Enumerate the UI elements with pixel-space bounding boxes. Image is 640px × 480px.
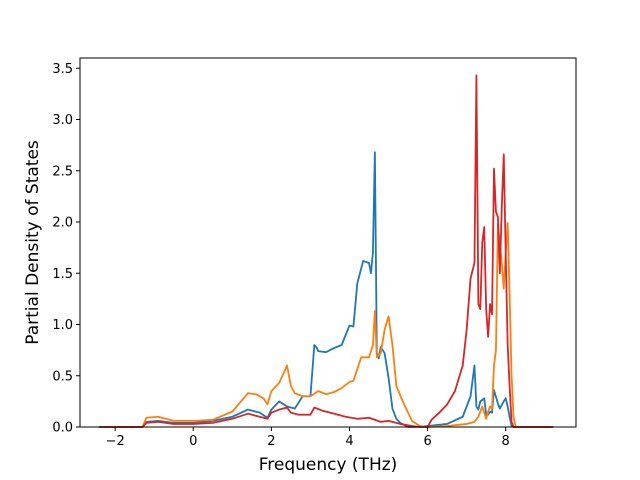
y-tick-label: 3.5 xyxy=(52,62,73,77)
x-tick-label: −2 xyxy=(106,434,125,449)
y-tick-label: 1.0 xyxy=(52,318,73,333)
y-axis-label: Partial Density of States xyxy=(23,140,43,345)
series-layer xyxy=(98,74,554,428)
y-tick-label: 0.5 xyxy=(52,369,73,384)
y-tick-label: 0.0 xyxy=(52,421,73,436)
x-tick-label: 6 xyxy=(423,434,431,449)
y-tick-label: 2.0 xyxy=(52,216,73,231)
plot-frame xyxy=(79,57,577,428)
y-tick-label: 2.5 xyxy=(52,164,73,179)
x-tick-label: 0 xyxy=(189,434,197,449)
y-tick-label: 3.0 xyxy=(52,113,73,128)
y-axis: 0.0 0.5 1.0 1.5 2.0 2.5 3.0 3.5 xyxy=(52,62,80,436)
x-tick-label: 8 xyxy=(502,434,510,449)
y-tick-label: 1.5 xyxy=(52,267,73,282)
x-axis-label: Frequency (THz) xyxy=(259,455,398,475)
x-tick-label: 2 xyxy=(267,434,275,449)
series-line-3 xyxy=(98,74,554,428)
x-axis: −2 0 2 4 6 8 xyxy=(106,427,510,449)
x-tick-label: 4 xyxy=(345,434,353,449)
